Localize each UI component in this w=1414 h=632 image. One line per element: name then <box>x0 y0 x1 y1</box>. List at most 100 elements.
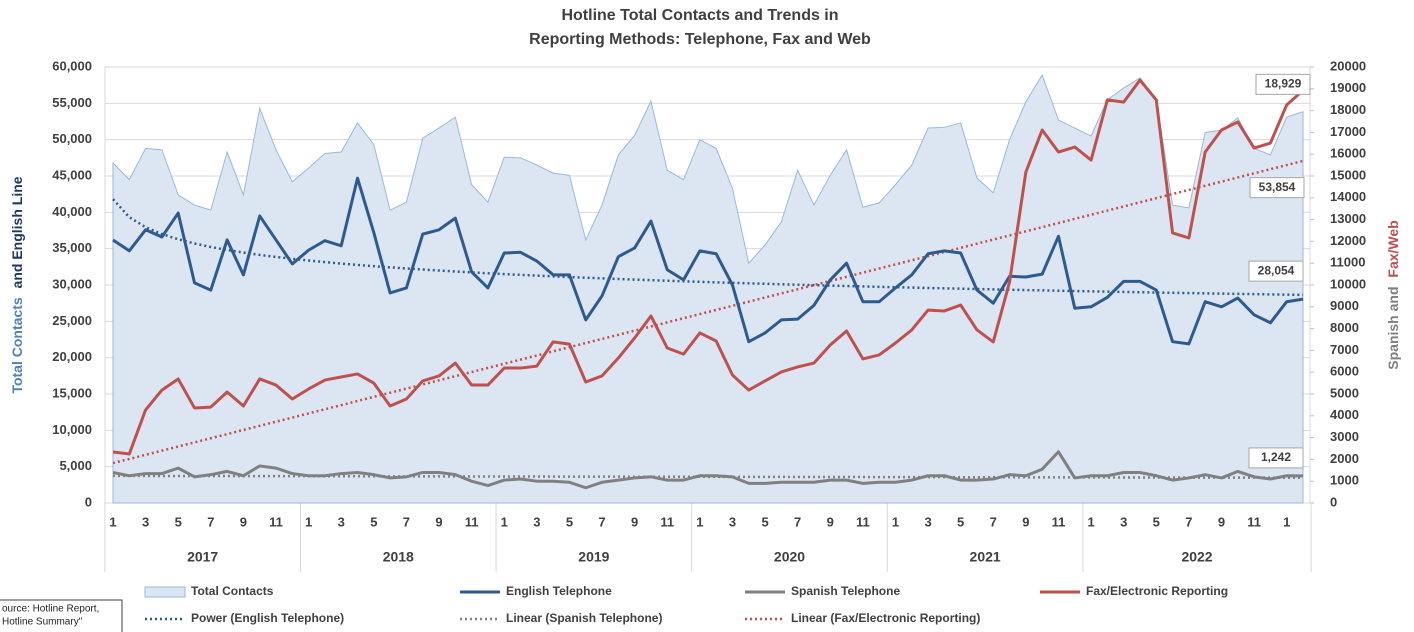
y-tick-label: 35,000 <box>52 240 92 255</box>
data-label: 18,929 <box>1265 77 1302 91</box>
legend-label: Power (English Telephone) <box>191 611 344 625</box>
legend-label: Linear (Spanish Telephone) <box>506 611 662 625</box>
y-tick-label: 20,000 <box>52 349 92 364</box>
y2-axis-title-part: Spanish and <box>1385 286 1401 369</box>
y2-tick-label: 1000 <box>1330 473 1359 488</box>
x-tick-label: 3 <box>1120 514 1127 529</box>
x-tick-label: 1 <box>109 514 116 529</box>
x-tick-label: 11 <box>269 514 283 529</box>
x-group-label: 2021 <box>970 549 1001 565</box>
y2-tick-label: 17000 <box>1330 124 1366 139</box>
y-tick-label: 55,000 <box>52 95 92 110</box>
y-axis-title-part: Total Contacts <box>9 297 25 393</box>
x-tick-label: 1 <box>1283 514 1290 529</box>
legend-label: Linear (Fax/Electronic Reporting) <box>791 611 980 625</box>
source-text: Hotline Summary" <box>2 617 83 628</box>
y2-axis-title: Spanish and Fax/Web <box>1385 220 1401 369</box>
x-tick-label: 5 <box>566 514 573 529</box>
x-group-label: 2019 <box>578 549 609 565</box>
x-tick-label: 7 <box>207 514 214 529</box>
y2-tick-label: 9000 <box>1330 298 1359 313</box>
x-tick-label: 5 <box>761 514 768 529</box>
x-tick-label: 7 <box>1185 514 1192 529</box>
y2-tick-label: 20000 <box>1330 58 1366 73</box>
y2-tick-label: 16000 <box>1330 146 1366 161</box>
x-group-label: 2022 <box>1181 549 1212 565</box>
y-tick-label: 40,000 <box>52 204 92 219</box>
y2-tick-label: 18000 <box>1330 102 1366 117</box>
x-tick-label: 9 <box>1218 514 1225 529</box>
chart-title: Reporting Methods: Telephone, Fax and We… <box>529 31 871 48</box>
y2-tick-label: 10000 <box>1330 276 1366 291</box>
line <box>112 450 1304 490</box>
data-label-box <box>1249 177 1305 199</box>
x-tick-label: 3 <box>924 514 931 529</box>
x-tick-label: 5 <box>175 514 182 529</box>
y-axis-title-part: and English Line <box>9 176 25 288</box>
line <box>112 78 1305 456</box>
y2-tick-label: 6000 <box>1330 364 1359 379</box>
y2-tick-label: 19000 <box>1330 80 1366 95</box>
x-group-label: 2018 <box>383 549 414 565</box>
legend-swatch <box>144 586 186 598</box>
x-group-label: 2017 <box>187 549 218 565</box>
y2-tick-label: 5000 <box>1330 385 1359 400</box>
y-tick-label: 10,000 <box>52 422 92 437</box>
x-tick-label: 9 <box>631 514 638 529</box>
x-tick-label: 1 <box>892 514 899 529</box>
legend-label: Fax/Electronic Reporting <box>1086 584 1228 598</box>
x-tick-label: 11 <box>465 514 479 529</box>
x-tick-label: 11 <box>856 514 870 529</box>
y-tick-label: 50,000 <box>52 131 92 146</box>
x-group-label: 2020 <box>774 549 805 565</box>
x-tick-label: 3 <box>338 514 345 529</box>
x-tick-label: 1 <box>696 514 703 529</box>
y2-tick-label: 11000 <box>1330 255 1365 270</box>
x-tick-label: 9 <box>240 514 247 529</box>
x-tick-label: 7 <box>794 514 801 529</box>
x-tick-label: 9 <box>827 514 834 529</box>
y-tick-label: 15,000 <box>52 385 92 400</box>
x-tick-label: 7 <box>403 514 410 529</box>
data-label-box <box>1248 447 1304 469</box>
x-tick-label: 1 <box>305 514 312 529</box>
data-label-box <box>1248 260 1304 282</box>
y-tick-label: 60,000 <box>52 58 92 73</box>
legend-label: Total Contacts <box>191 584 274 598</box>
y2-tick-label: 4000 <box>1330 407 1359 422</box>
source-text: ource: Hotline Report, <box>2 604 99 615</box>
y-axis-title: Total Contacts and English Line <box>9 176 25 393</box>
y2-tick-label: 12000 <box>1330 233 1366 248</box>
y-tick-label: 5,000 <box>59 458 92 473</box>
y2-tick-label: 15000 <box>1330 167 1366 182</box>
trendline <box>112 198 1304 297</box>
y2-tick-label: 13000 <box>1330 211 1366 226</box>
x-tick-label: 3 <box>142 514 149 529</box>
x-tick-label: 5 <box>1153 514 1160 529</box>
data-label: 1,242 <box>1261 450 1291 464</box>
y2-tick-label: 2000 <box>1330 451 1359 466</box>
x-tick-label: 5 <box>370 514 377 529</box>
x-tick-label: 7 <box>598 514 605 529</box>
x-tick-label: 9 <box>435 514 442 529</box>
y2-tick-label: 14000 <box>1330 189 1366 204</box>
legend-label: English Telephone <box>506 584 612 598</box>
x-tick-label: 1 <box>501 514 508 529</box>
line <box>112 176 1304 346</box>
legend-label: Spanish Telephone <box>791 584 900 598</box>
x-tick-label: 1 <box>1087 514 1094 529</box>
y-tick-label: 45,000 <box>52 167 92 182</box>
x-tick-label: 11 <box>1247 514 1261 529</box>
y-tick-label: 0 <box>85 494 92 509</box>
x-tick-label: 5 <box>957 514 964 529</box>
y2-tick-label: 7000 <box>1330 342 1359 357</box>
x-tick-label: 9 <box>1022 514 1029 529</box>
y-tick-label: 30,000 <box>52 276 92 291</box>
x-tick-label: 7 <box>990 514 997 529</box>
data-label-box <box>1255 73 1311 95</box>
x-tick-label: 3 <box>729 514 736 529</box>
y2-tick-label: 8000 <box>1330 320 1359 335</box>
source-box <box>0 599 123 632</box>
data-label: 53,854 <box>1259 180 1296 194</box>
